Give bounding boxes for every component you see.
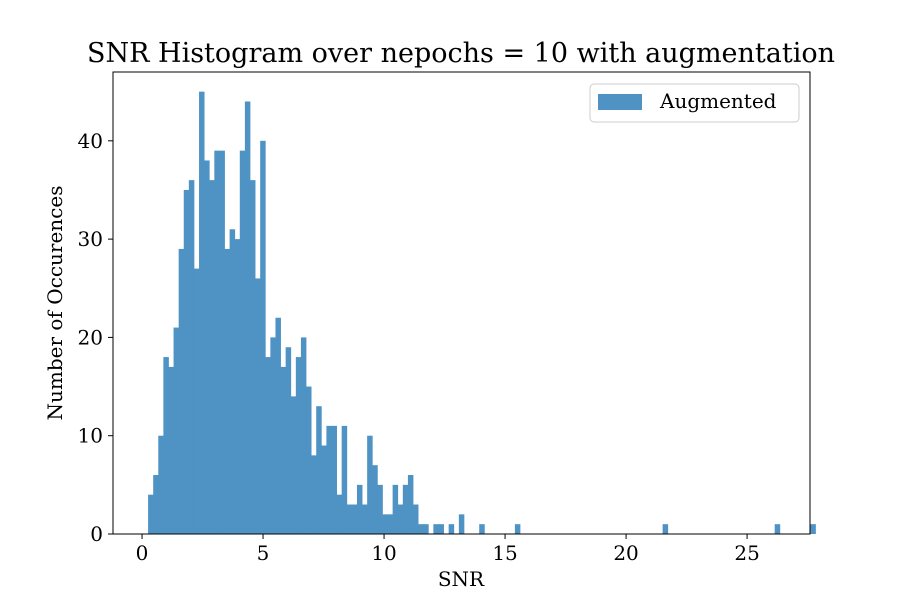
histogram-bar [224, 248, 231, 535]
histogram-bar [402, 484, 409, 534]
histogram-bar [458, 514, 465, 534]
histogram-bar [321, 445, 327, 534]
histogram-bar [178, 248, 185, 535]
histogram-bar [331, 425, 337, 534]
histogram-bar [336, 494, 343, 534]
histogram-bar [193, 268, 200, 534]
histogram-bar [774, 524, 781, 534]
x-tick-label: 20 [613, 541, 638, 565]
histogram-bar [341, 425, 348, 534]
histogram-bar [295, 357, 302, 534]
histogram-bar [351, 504, 358, 534]
histogram-bar [249, 180, 256, 534]
histogram-bar [275, 317, 281, 534]
histogram-bar [260, 140, 266, 534]
histogram-bar [382, 514, 388, 534]
histogram-bars [148, 91, 816, 535]
histogram-bar [413, 504, 419, 534]
y-tick-label: 10 [78, 424, 103, 448]
histogram-bar [209, 180, 215, 534]
histogram-bar [387, 514, 394, 534]
histogram-bar [153, 475, 159, 534]
histogram-bar [433, 524, 439, 534]
plot-area-frame [112, 71, 811, 535]
histogram-bar [514, 524, 521, 534]
histogram-bar [244, 101, 251, 534]
histogram-bar [285, 347, 292, 534]
x-tick-label: 0 [136, 541, 149, 565]
histogram-bar [372, 465, 378, 534]
legend-box [589, 83, 800, 123]
legend: Augmented [589, 83, 800, 123]
histogram-bar [377, 484, 383, 534]
histogram-bar [397, 504, 404, 534]
histogram-bar [362, 504, 368, 534]
histogram-bar [316, 406, 322, 534]
histogram-bar [479, 524, 485, 534]
histogram-bar [300, 337, 307, 534]
histogram-bar [810, 524, 816, 534]
y-tick-label: 20 [78, 325, 103, 349]
histogram-bar [407, 475, 414, 534]
histogram-bar [255, 278, 261, 534]
y-tick-label: 40 [78, 129, 103, 153]
x-tick-label: 10 [371, 541, 396, 565]
histogram-bar [173, 327, 180, 534]
histogram-bar [418, 524, 424, 534]
y-tick-label: 30 [78, 227, 103, 251]
histogram-bar [158, 435, 164, 534]
histogram-bar [239, 150, 246, 534]
y-axis-ticks: 0 10 20 30 40 [78, 129, 113, 546]
histogram-bar [270, 337, 276, 534]
x-axis-ticks: 0 5 10 15 20 25 [136, 534, 760, 565]
histogram-bar [168, 366, 174, 534]
histogram-bar [423, 524, 429, 534]
chart-title: SNR Histogram over nepochs = 10 with aug… [87, 38, 835, 69]
y-axis-label: Number of Occurences [43, 186, 67, 421]
histogram-bar [199, 91, 205, 534]
histogram-bar [204, 160, 210, 534]
histogram-bar [392, 484, 399, 534]
histogram-bar [356, 484, 363, 534]
histogram-bar [229, 229, 236, 534]
histogram-bar [311, 455, 317, 534]
histogram-bar [306, 386, 312, 534]
histogram-bar [265, 357, 271, 534]
histogram-bar [148, 494, 154, 534]
x-axis-label: SNR [438, 567, 485, 591]
histogram-bar [163, 357, 169, 534]
histogram-bar [367, 435, 373, 534]
x-tick-label: 15 [492, 541, 517, 565]
histogram-bar [280, 366, 287, 534]
legend-swatch [598, 94, 642, 110]
histogram-bar [290, 396, 297, 534]
histogram-bar [346, 504, 353, 534]
x-tick-label: 25 [734, 541, 759, 565]
histogram-bar [234, 239, 241, 534]
histogram-bar [448, 524, 455, 534]
histogram-bar [326, 425, 332, 534]
histogram-bar [662, 524, 669, 534]
histogram-bar [183, 189, 190, 534]
histogram-bar [219, 150, 225, 534]
x-tick-label: 5 [257, 541, 270, 565]
legend-label: Augmented [659, 89, 777, 113]
y-tick-label: 0 [90, 522, 103, 546]
histogram-bar [438, 524, 444, 534]
histogram-bar [188, 180, 195, 534]
histogram-bar [214, 150, 220, 534]
